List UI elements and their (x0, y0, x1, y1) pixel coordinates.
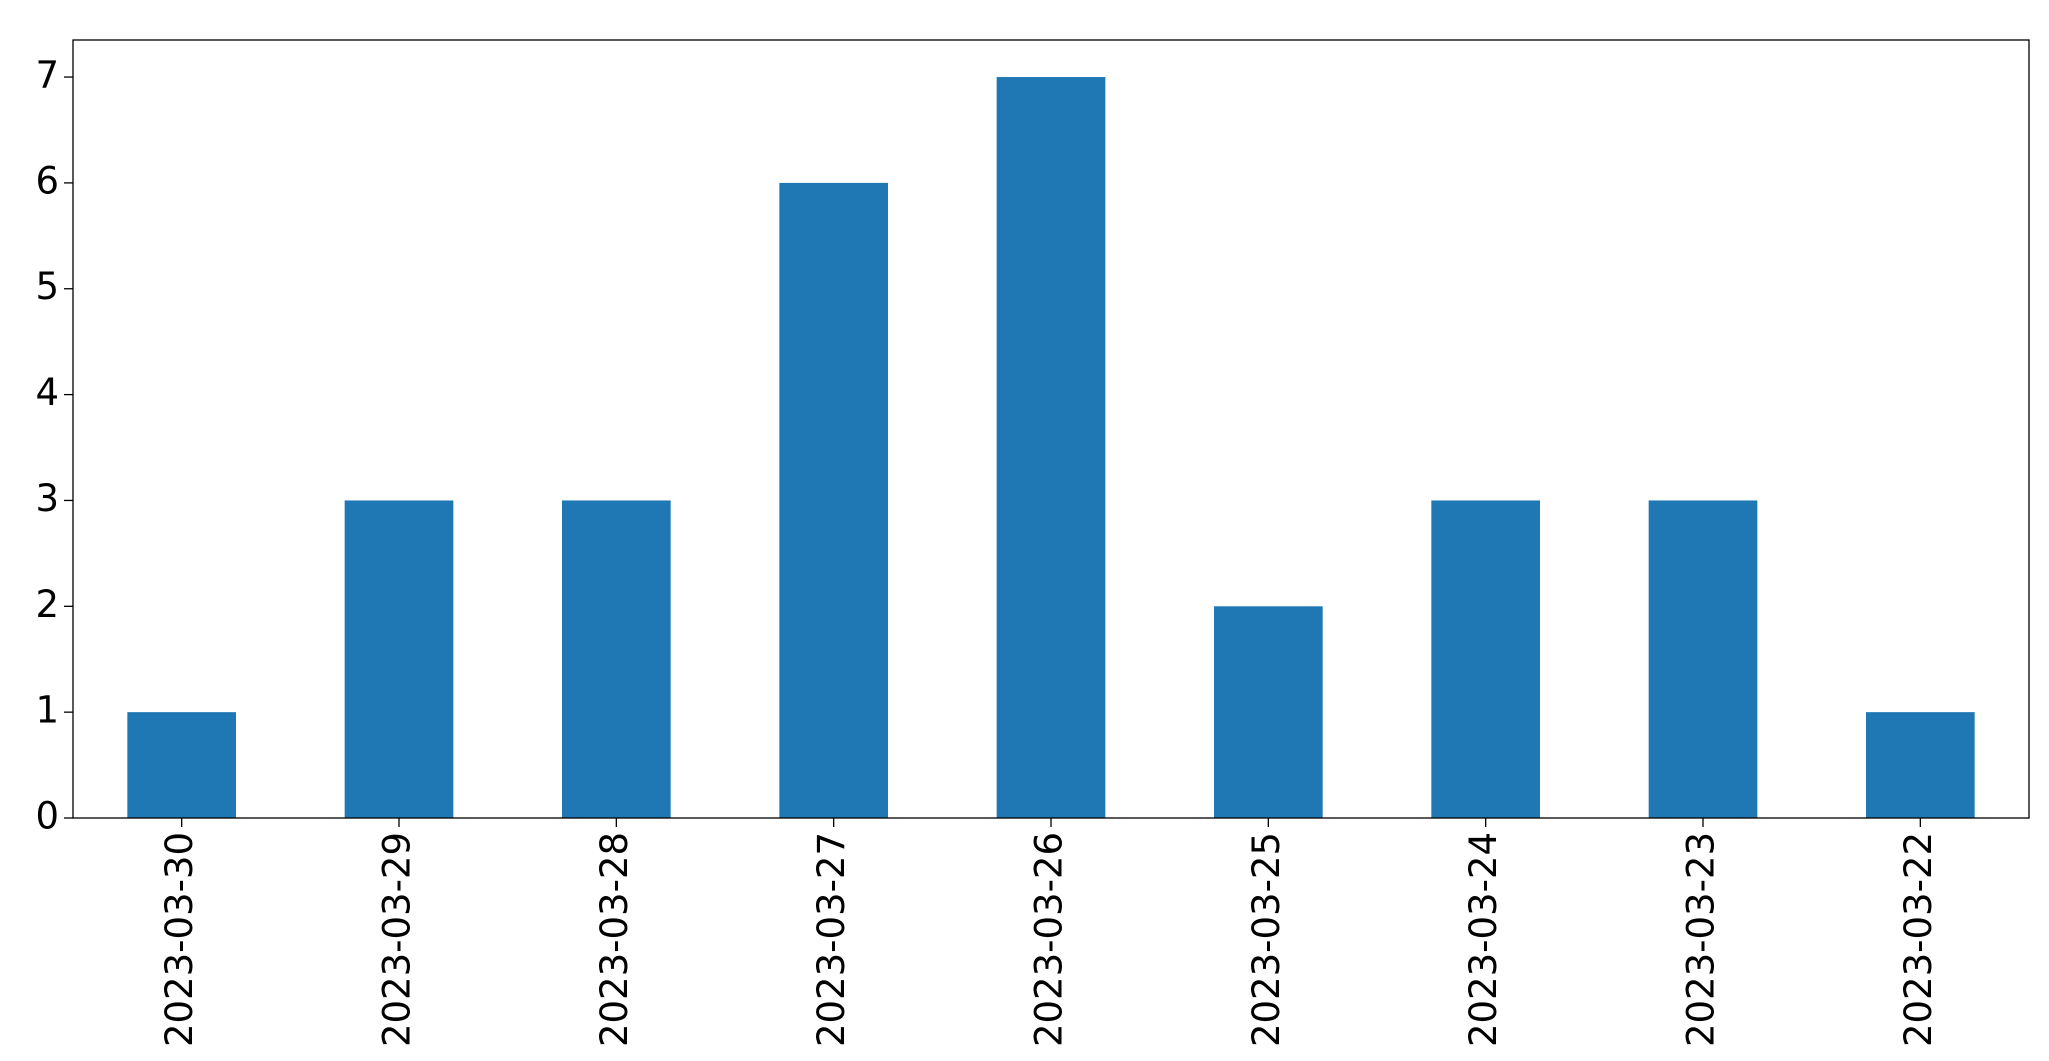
bar (344, 500, 454, 818)
y-tick-label: 0 (35, 795, 59, 838)
x-tick-label: 2023-03-22 (1897, 832, 1940, 1047)
y-tick-label: 1 (35, 689, 59, 732)
x-tick-label: 2023-03-30 (158, 832, 201, 1047)
bar (779, 182, 888, 819)
bar (127, 712, 236, 818)
x-tick-label: 2023-03-24 (1462, 832, 1505, 1047)
bar (1431, 500, 1540, 818)
y-tick-label: 3 (35, 477, 59, 520)
bar (996, 77, 1106, 819)
y-tick-label: 2 (35, 583, 59, 626)
x-tick-label: 2023-03-28 (593, 832, 636, 1047)
x-tick-label: 2023-03-29 (376, 832, 419, 1047)
x-tick-label: 2023-03-23 (1680, 832, 1723, 1047)
x-tick-label: 2023-03-26 (1028, 832, 1071, 1047)
y-tick-label: 5 (35, 265, 59, 308)
x-tick-label: 2023-03-25 (1245, 832, 1288, 1047)
bar (1214, 606, 1323, 818)
y-tick-label: 4 (35, 371, 59, 414)
bar (1648, 500, 1758, 818)
plot-frame (72, 39, 2030, 819)
y-tick-label: 6 (35, 159, 59, 202)
x-tick-label: 2023-03-27 (810, 832, 853, 1047)
bar (1866, 712, 1975, 818)
y-tick-label: 7 (35, 54, 59, 97)
bar (562, 500, 671, 818)
